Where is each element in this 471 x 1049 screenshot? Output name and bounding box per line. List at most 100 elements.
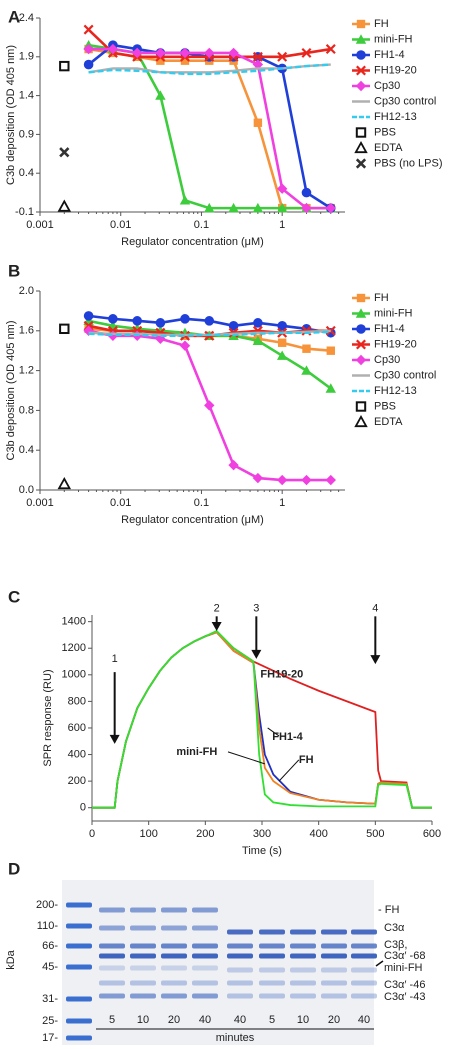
gel-band	[227, 953, 253, 959]
gel-band	[130, 965, 156, 971]
y-tick-label: 1200	[62, 642, 86, 654]
legend-label: Cp30 control	[374, 369, 436, 381]
arrow-head	[370, 655, 381, 665]
legend-label: PBS	[374, 400, 396, 412]
gel-band	[161, 965, 187, 971]
x-axis-title: Time (s)	[242, 845, 282, 857]
legend-label: EDTA	[374, 416, 403, 428]
lane-label: 5	[269, 1014, 275, 1026]
marker	[156, 56, 165, 65]
legend-label: mini-FH	[374, 33, 413, 45]
gel-band	[99, 993, 125, 999]
annotation: 1	[112, 653, 118, 665]
gel-band	[161, 993, 187, 999]
gel-band	[227, 967, 253, 973]
lane-label: 40	[234, 1014, 246, 1026]
marker	[355, 401, 367, 412]
marker	[326, 346, 335, 355]
marker	[356, 324, 366, 334]
kda-marker: 110-	[37, 920, 59, 932]
gel-band	[161, 907, 187, 913]
y-tick-label: 200	[68, 775, 86, 787]
gel-band	[192, 993, 218, 999]
gel-band	[192, 965, 218, 971]
gel-band	[99, 953, 125, 959]
y-tick-label: 2.0	[19, 285, 34, 297]
gel-band	[161, 925, 187, 931]
gel-band	[259, 943, 285, 949]
series-line	[88, 330, 331, 337]
lane-label: 40	[358, 1014, 370, 1026]
gel-band	[99, 965, 125, 971]
marker	[155, 318, 166, 328]
y-axis-title: kDa	[5, 949, 17, 969]
gel-band	[321, 943, 347, 949]
lane-label: 5	[109, 1014, 115, 1026]
y-tick-label: 0.0	[19, 484, 34, 496]
marker	[277, 338, 287, 347]
marker	[301, 474, 312, 486]
arrow-head	[109, 734, 120, 744]
kda-marker: 17-	[42, 1032, 58, 1044]
y-tick-label: 1.2	[19, 365, 34, 377]
marker	[276, 350, 288, 360]
marker	[277, 51, 288, 62]
y-axis-title: SPR response (RU)	[42, 669, 54, 766]
marker	[276, 202, 288, 213]
y-tick-label: 1.6	[19, 325, 34, 337]
gel-band	[290, 980, 316, 986]
gel-band	[290, 953, 316, 959]
marker	[355, 80, 367, 92]
gel-band	[99, 980, 125, 986]
marker	[354, 414, 368, 428]
marker	[276, 183, 288, 194]
marker	[155, 47, 166, 59]
marker	[325, 325, 336, 336]
x-tick-label: 300	[253, 828, 271, 840]
marker	[83, 311, 94, 321]
y-tick-label: 0	[80, 802, 86, 814]
marker	[301, 365, 312, 375]
y-tick-label: 600	[68, 722, 86, 734]
x-tick-label: 1	[279, 219, 285, 231]
kda-marker: 45-	[42, 961, 58, 973]
series-label: FH1-4	[272, 731, 303, 743]
gel-band	[130, 907, 156, 913]
marker	[356, 293, 366, 303]
marker	[57, 476, 72, 490]
marker	[179, 195, 191, 205]
gel-band	[227, 980, 253, 986]
legend-label: mini-FH	[374, 307, 413, 319]
band-label: C3α′ -43	[384, 991, 425, 1003]
legend-label: Cp30	[374, 80, 400, 92]
gel-band	[192, 943, 218, 949]
leader-line	[267, 727, 280, 737]
marker	[301, 187, 312, 198]
x-tick-label: 1	[279, 497, 285, 509]
ladder-band	[66, 996, 92, 1002]
gel-band	[290, 993, 316, 999]
marker	[204, 47, 215, 59]
gel-band	[321, 993, 347, 999]
marker	[325, 44, 336, 55]
y-axis-title: C3b deposition (OD 405 nm)	[5, 45, 17, 185]
lane-label: 20	[168, 1014, 180, 1026]
gel-band	[99, 943, 125, 949]
gel-band	[259, 967, 285, 973]
marker	[204, 316, 215, 326]
marker	[356, 19, 366, 29]
kda-marker: 66-	[42, 940, 58, 952]
x-tick-label: 400	[309, 828, 327, 840]
series-line	[92, 629, 432, 809]
gel-band	[351, 993, 377, 999]
band-pointer	[375, 960, 384, 967]
gel-band	[290, 943, 316, 949]
ladder-band	[66, 964, 92, 970]
x-axis-title: Regulator concentration (μM)	[121, 514, 264, 526]
marker	[132, 47, 143, 59]
marker	[107, 43, 119, 55]
y-tick-label: 0.8	[19, 404, 34, 416]
marker	[325, 383, 336, 393]
y-tick-label: 2.4	[19, 12, 34, 24]
